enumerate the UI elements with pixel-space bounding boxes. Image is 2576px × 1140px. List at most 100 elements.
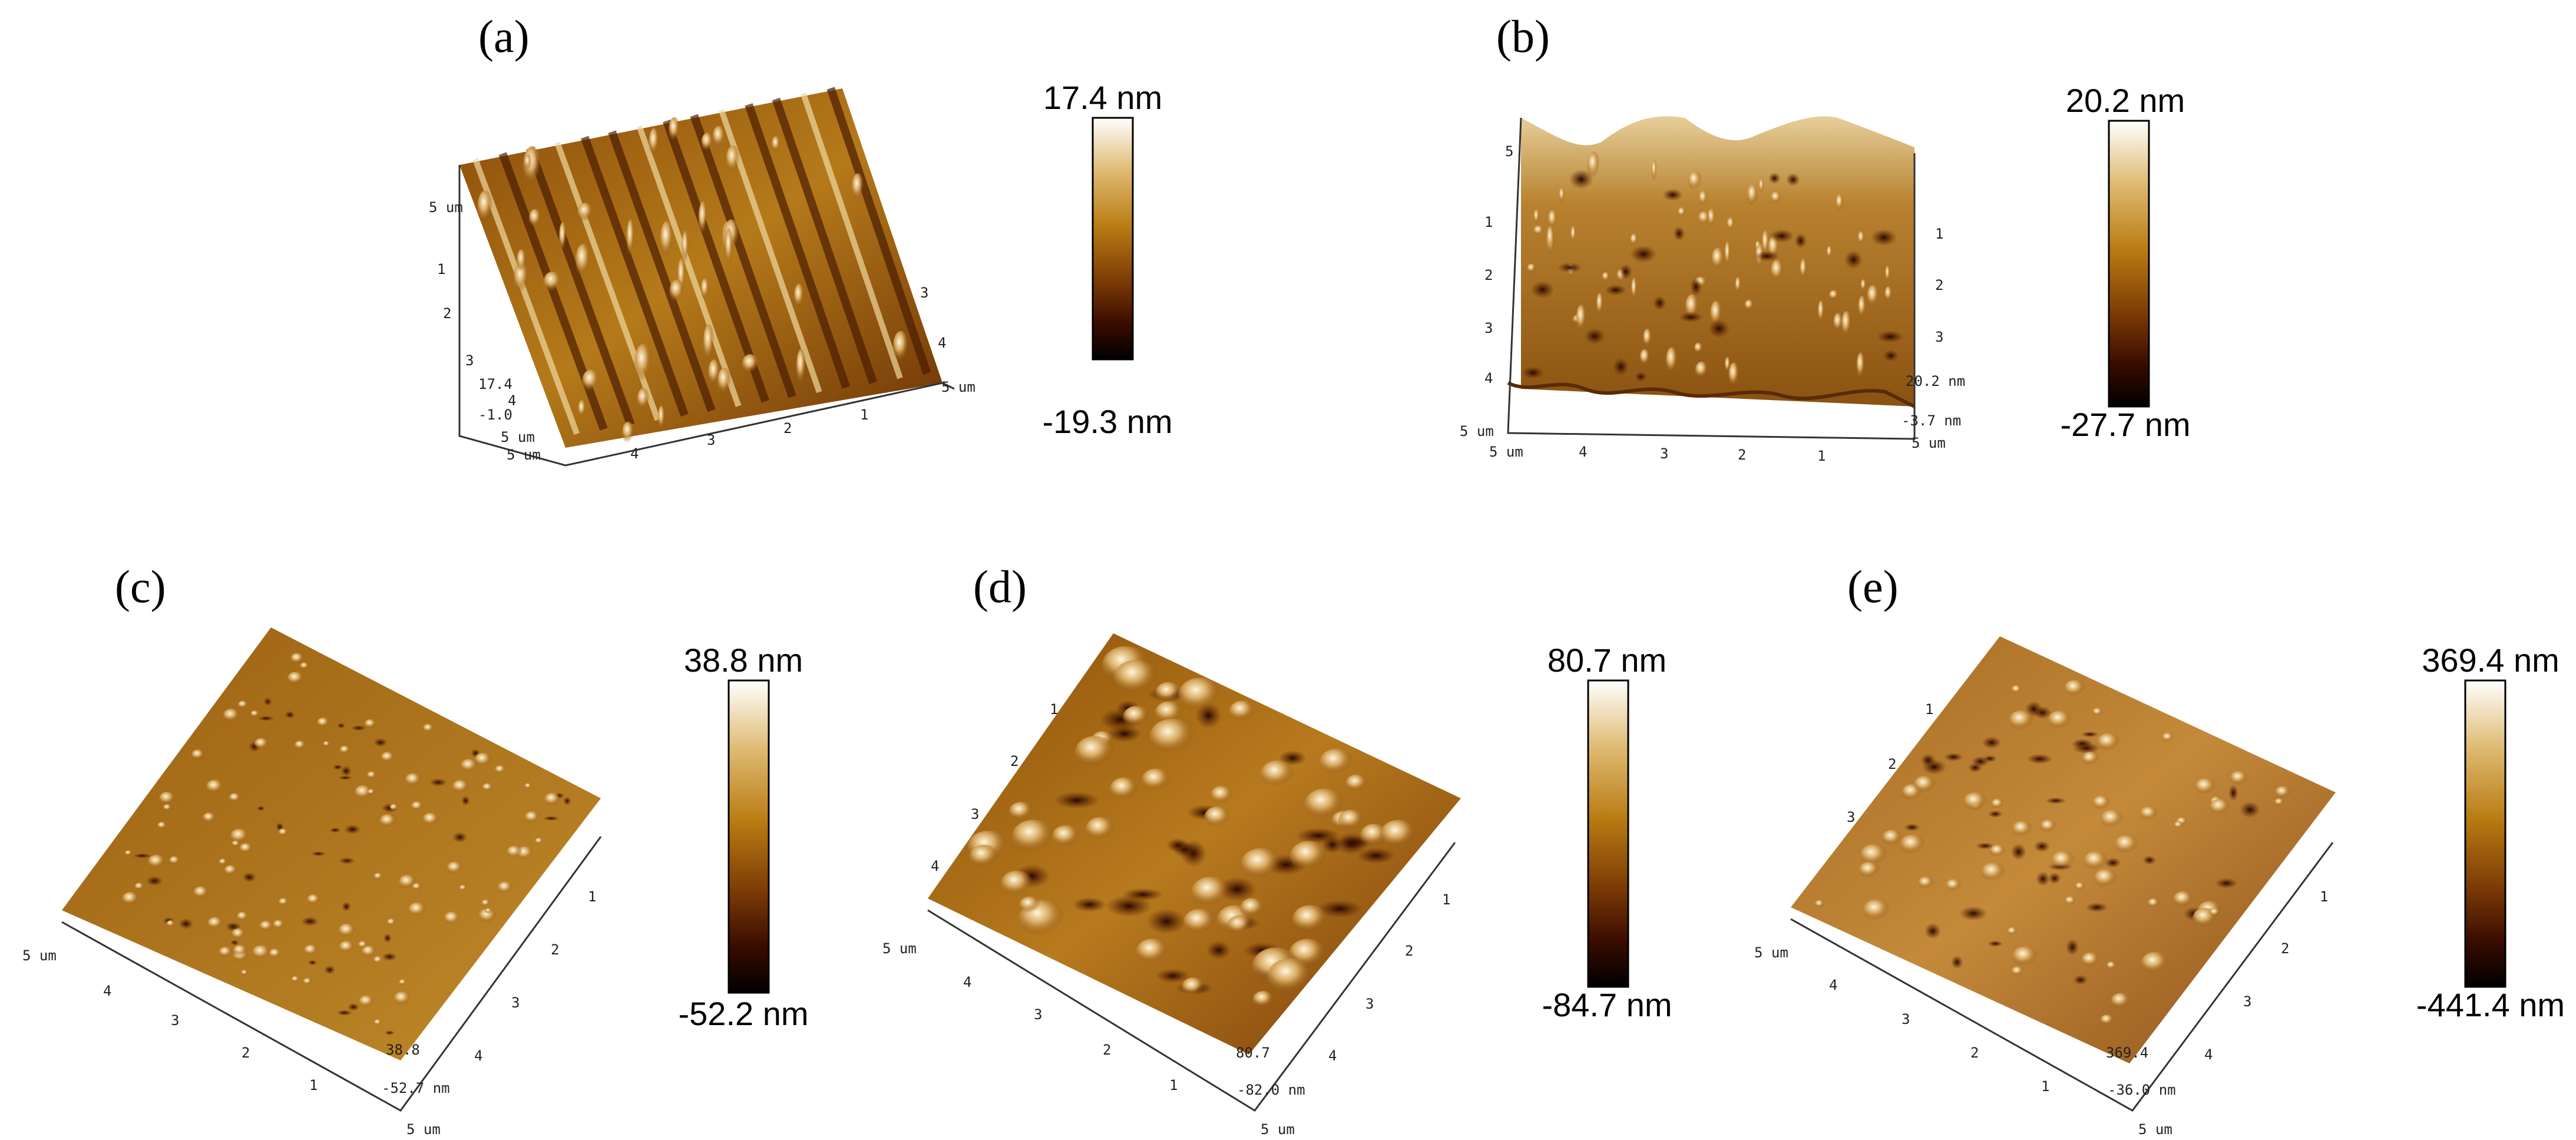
peak [1770,259,1784,282]
peak [193,886,210,899]
peak [411,801,424,811]
pit [242,872,256,883]
peak [622,421,634,444]
peak [389,804,399,811]
pit [1122,888,1164,901]
pit [1870,229,1897,246]
peak [1547,209,1557,229]
pit [1678,312,1703,323]
peak [381,752,395,764]
peak [575,243,591,278]
peak [495,765,506,774]
peak [2075,882,2085,891]
pit [1605,285,1627,296]
pit [324,965,336,974]
peak [796,349,806,385]
peak [771,136,781,153]
axis-tick: 2 [1935,277,1943,293]
peak [1728,362,1740,388]
scale-min-label: -441.4 nm [2416,986,2565,1023]
axis-tick: 80.7 [1236,1045,1270,1061]
peak [524,811,540,824]
peak [544,792,561,807]
peak [203,812,216,824]
peak [1380,820,1417,849]
peak [1882,830,1903,846]
axis-tick: 2 [551,941,559,958]
peak [361,945,377,958]
peak [482,783,494,792]
peak [1142,768,1171,792]
pit [1156,969,1190,983]
peak [393,992,412,1006]
pit [1653,295,1666,310]
peak [1596,292,1603,316]
peak [278,898,289,907]
peak [338,923,356,938]
pit [336,1010,353,1016]
pit [1988,940,2003,947]
peak [497,881,514,894]
peak [367,789,375,795]
peak [1858,296,1867,319]
axis-tick: 5 um [1261,1121,1295,1138]
peak [669,279,684,303]
peak [1817,300,1825,324]
pit [2065,939,2079,956]
peak [1860,844,1888,867]
pit [2228,784,2238,802]
peak [232,928,246,940]
axis-tick: 5 um [1489,444,1523,460]
peak [517,249,527,273]
peak [2064,679,2086,697]
peak [1631,277,1638,301]
peak [1019,896,1041,914]
peak [2094,868,2118,888]
axis-tick: 3 [1847,809,1855,825]
peak [408,902,427,917]
panel-a: (a) 5 um 1 2 3 4 5 um 4 3 2 1 5 um 4 17.… [429,11,1173,467]
axis-tick: 4 [103,983,111,999]
peak [712,125,726,148]
pit [384,1030,395,1035]
peak [2195,778,2217,795]
peak [1527,263,1536,273]
panel-b: (b) 5 1 2 3 4 5 um 5 um 4 3 2 1 1 2 3 20… [1460,11,2191,464]
ridge [801,92,903,379]
pit [2036,871,2050,887]
peak [460,758,478,773]
pit [1172,842,1198,858]
axis-tick: 2 [1010,753,1019,769]
peak [2209,798,2231,816]
panel-c: (c) 5 um 4 3 2 1 1 2 3 4 5 um 38.8 -52.7… [22,561,809,1138]
axis-tick: 5 um [501,429,535,445]
pit [1983,755,1997,762]
peak [339,940,355,954]
peak [452,779,469,794]
peak [2051,851,2075,870]
peak [233,944,248,957]
peak [2081,952,2100,967]
pit [338,775,353,780]
pit [230,940,239,946]
pit [339,857,355,864]
pit [1530,280,1555,299]
peak [2007,927,2018,936]
axis-tick: 369.4 [2106,1045,2148,1061]
pit [563,797,571,805]
colorbar [1092,117,1134,361]
pit [1975,842,1995,850]
peak-texture [1522,151,1904,388]
axis-tick: 1 [588,888,596,905]
pit [2071,738,2094,749]
peak [237,700,249,709]
pit [344,824,361,834]
peak [1841,310,1852,338]
peak [1758,178,1765,194]
scale-min-label: -27.7 nm [2061,406,2191,443]
peak [422,812,439,826]
axis-tick: 1 [1484,214,1493,230]
axis-frame [1790,842,2334,1112]
ridge-texture [472,87,931,444]
